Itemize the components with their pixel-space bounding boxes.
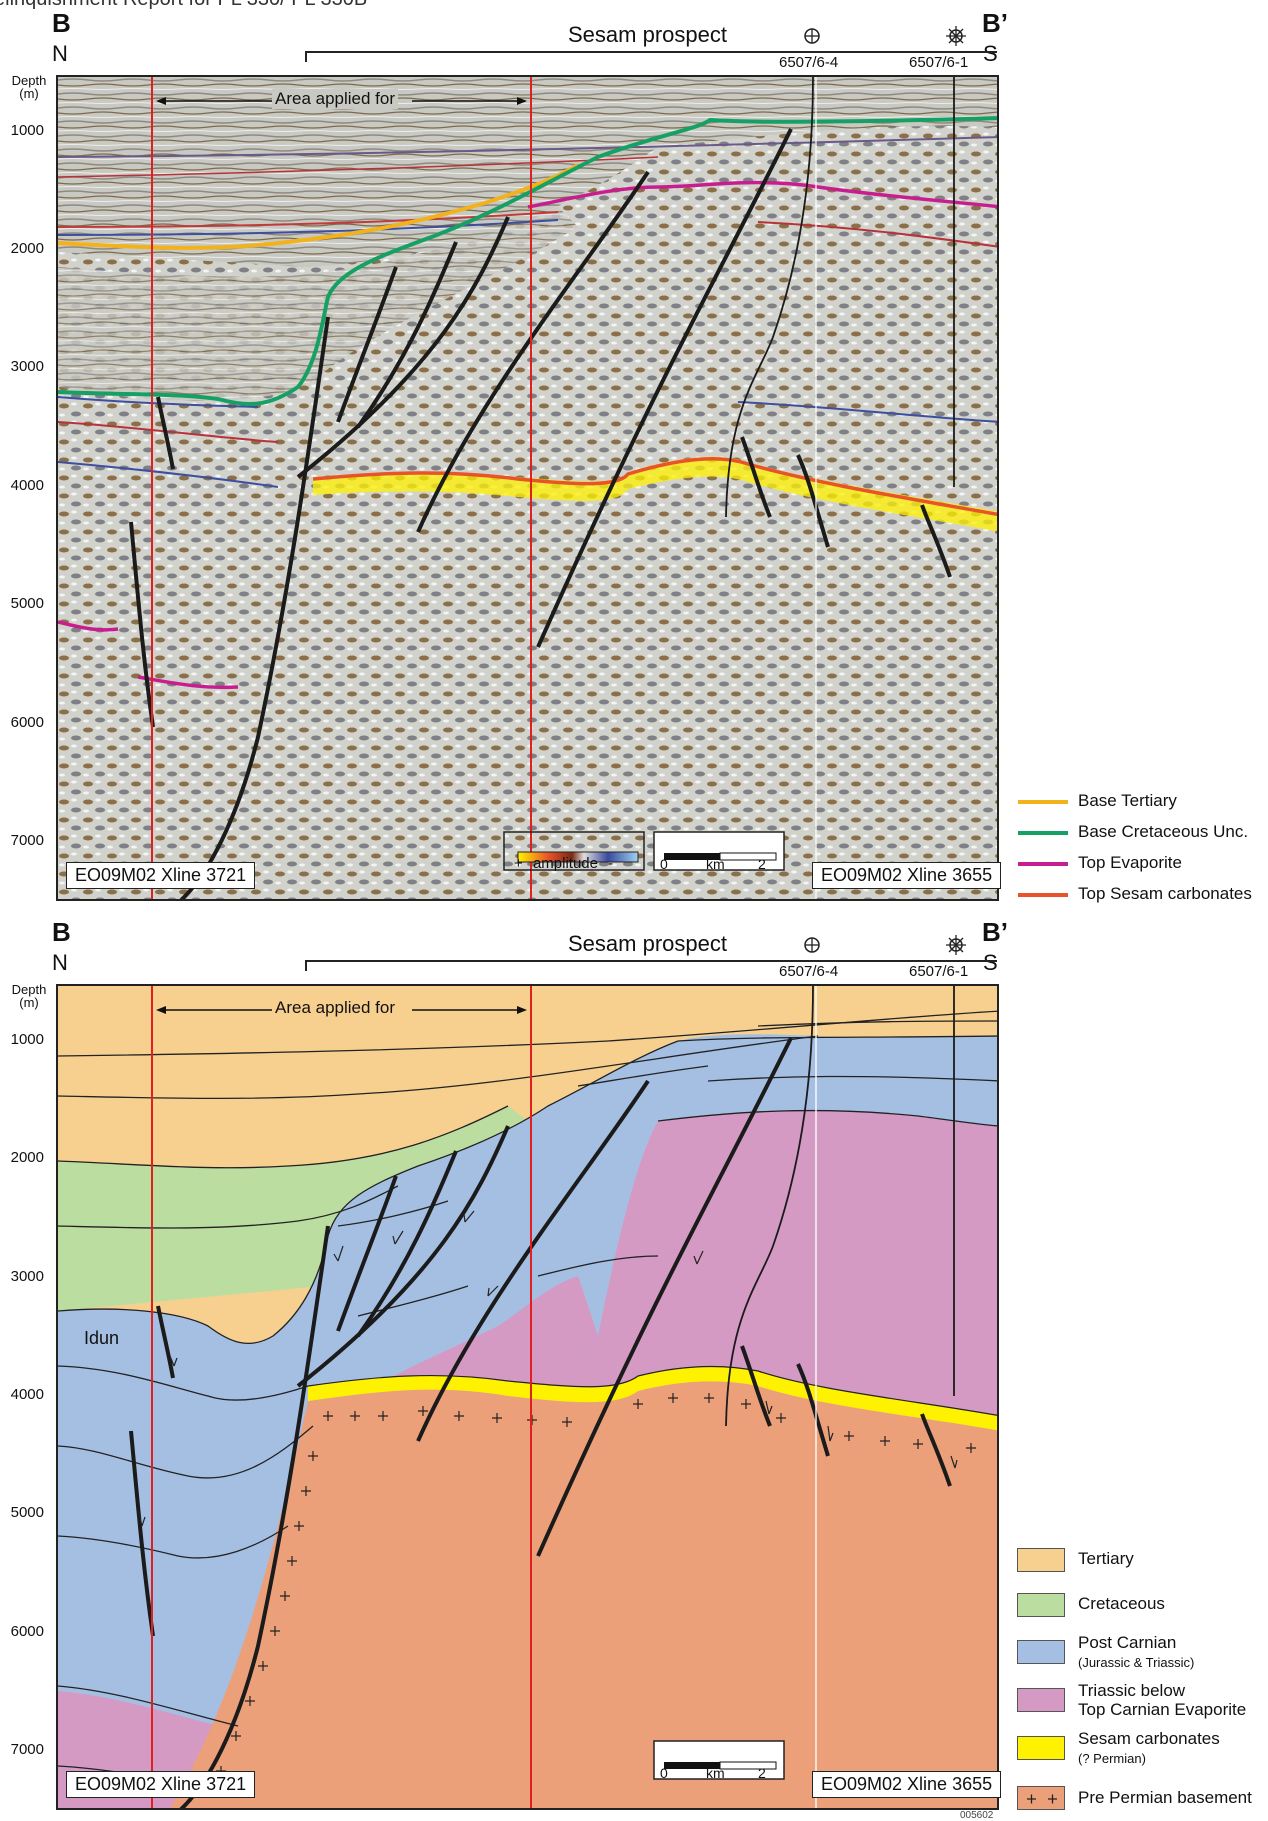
- south-label: S: [983, 41, 998, 66]
- xline-left-tag: EO09M02 Xline 3721: [66, 1771, 256, 1798]
- legend-line-top-sesam: [1018, 893, 1068, 897]
- well-symbol-icon: [804, 28, 820, 44]
- legend-label: Pre Permian basement: [1078, 1788, 1252, 1807]
- geological-interpretation: [58, 986, 997, 1808]
- legend-label: Sesam carbonates: [1078, 1729, 1220, 1748]
- legend-line-base-tertiary: [1018, 800, 1068, 804]
- prospect-bracket: [305, 960, 997, 971]
- legend-swatch-post-carnian: [1017, 1640, 1065, 1664]
- depth-tick-label: 1000: [10, 1031, 44, 1048]
- prospect-title: Sesam prospect: [568, 22, 727, 47]
- section-start-letter: B: [52, 917, 71, 947]
- dry-well-symbol-icon: [946, 935, 966, 955]
- south-label: S: [983, 950, 998, 975]
- depth-tick-label: 2000: [10, 240, 44, 257]
- depth-axis-title-text: Depth: [11, 982, 47, 997]
- xline-right-tag: EO09M02 Xline 3655: [812, 1771, 1002, 1798]
- basement-crosses-icon: [1027, 1794, 1057, 1804]
- xline-left-tag: EO09M02 Xline 3721: [66, 862, 256, 889]
- depth-tick-label: 3000: [10, 358, 44, 375]
- idun-label: Idun: [84, 1328, 120, 1348]
- xline-right-tag: EO09M02 Xline 3655: [812, 862, 1002, 889]
- depth-axis-unit: (m): [19, 995, 39, 1010]
- amplitude-legend: + amplitude -: [514, 855, 613, 872]
- depth-tick-label: 2000: [10, 1149, 44, 1166]
- scale-unit: km: [706, 1765, 725, 1781]
- legend-swatch-triassic: [1017, 1688, 1065, 1712]
- depth-tick-label: 5000: [10, 595, 44, 612]
- legend-sublabel: (? Permian): [1078, 1751, 1146, 1766]
- amplitude-label: amplitude: [532, 855, 598, 872]
- depth-tick-label: 7000: [10, 1741, 44, 1758]
- legend-label: Top Sesam carbonates: [1078, 884, 1252, 903]
- depth-axis-title-text: Depth: [11, 73, 47, 88]
- north-label: N: [52, 41, 68, 66]
- scale-zero: 0: [660, 1765, 668, 1781]
- prospect-bracket: [305, 51, 997, 62]
- section-end-letter: B’: [982, 917, 1008, 947]
- depth-tick-label: 3000: [10, 1268, 44, 1285]
- figure-number: 005602: [960, 1810, 994, 1821]
- scale-unit: km: [706, 856, 725, 872]
- depth-axis-unit: (m): [19, 86, 39, 101]
- well-label: 6507/6-4: [779, 54, 839, 71]
- dry-well-symbol-icon: [946, 26, 966, 46]
- legend-swatch-sesam-carbonates: [1017, 1736, 1065, 1760]
- depth-tick-label: 4000: [10, 1386, 44, 1403]
- geological-section-panel: [56, 984, 999, 1810]
- depth-tick-label: 7000: [10, 832, 44, 849]
- depth-tick-label: 1000: [10, 122, 44, 139]
- section-end-letter: B’: [982, 8, 1008, 38]
- legend-label: Top Evaporite: [1078, 853, 1182, 872]
- depth-tick-label: 4000: [10, 477, 44, 494]
- north-label: N: [52, 950, 68, 975]
- legend-line-top-evaporite: [1018, 862, 1068, 866]
- legend-swatch-cretaceous: [1017, 1593, 1065, 1617]
- legend-label: Tertiary: [1078, 1549, 1134, 1568]
- legend-label: Cretaceous: [1078, 1594, 1165, 1613]
- document-title: elinquishment Report for PL 330/ PL 330B: [0, 0, 367, 11]
- depth-axis-title: Depth (m): [6, 983, 52, 1009]
- legend-label: Triassic below: [1078, 1681, 1186, 1700]
- scale-zero: 0: [660, 856, 668, 872]
- legend-line-base-cretaceous: [1018, 831, 1068, 835]
- legend-label: Base Cretaceous Unc.: [1078, 822, 1249, 841]
- legend-swatch-tertiary: [1017, 1548, 1065, 1572]
- legend-label: Base Tertiary: [1078, 791, 1177, 810]
- legend-sublabel: Top Carnian Evaporite: [1078, 1700, 1247, 1719]
- seismic-section-panel: [56, 75, 999, 901]
- area-applied-label: Area applied for: [272, 998, 399, 1018]
- depth-tick-label: 6000: [10, 1623, 44, 1640]
- amplitude-plus: +: [514, 855, 523, 872]
- scale-two: 2: [758, 1765, 766, 1781]
- legend-sublabel: (Jurassic & Triassic): [1078, 1655, 1195, 1670]
- well-symbol-icon: [804, 937, 820, 953]
- area-applied-label: Area applied for: [272, 89, 399, 109]
- seismic-image: [58, 77, 997, 899]
- legend-swatch-basement: [1017, 1786, 1065, 1810]
- scale-two: 2: [758, 856, 766, 872]
- depth-tick-label: 5000: [10, 1504, 44, 1521]
- depth-tick-label: 6000: [10, 714, 44, 731]
- section-start-letter: B: [52, 8, 71, 38]
- well-label: 6507/6-4: [779, 963, 839, 980]
- well-label: 6507/6-1: [909, 963, 969, 980]
- well-label: 6507/6-1: [909, 54, 969, 71]
- prospect-title: Sesam prospect: [568, 931, 727, 956]
- amplitude-minus: -: [608, 855, 614, 872]
- depth-axis-title: Depth (m): [6, 74, 52, 100]
- legend-label: Post Carnian: [1078, 1633, 1177, 1652]
